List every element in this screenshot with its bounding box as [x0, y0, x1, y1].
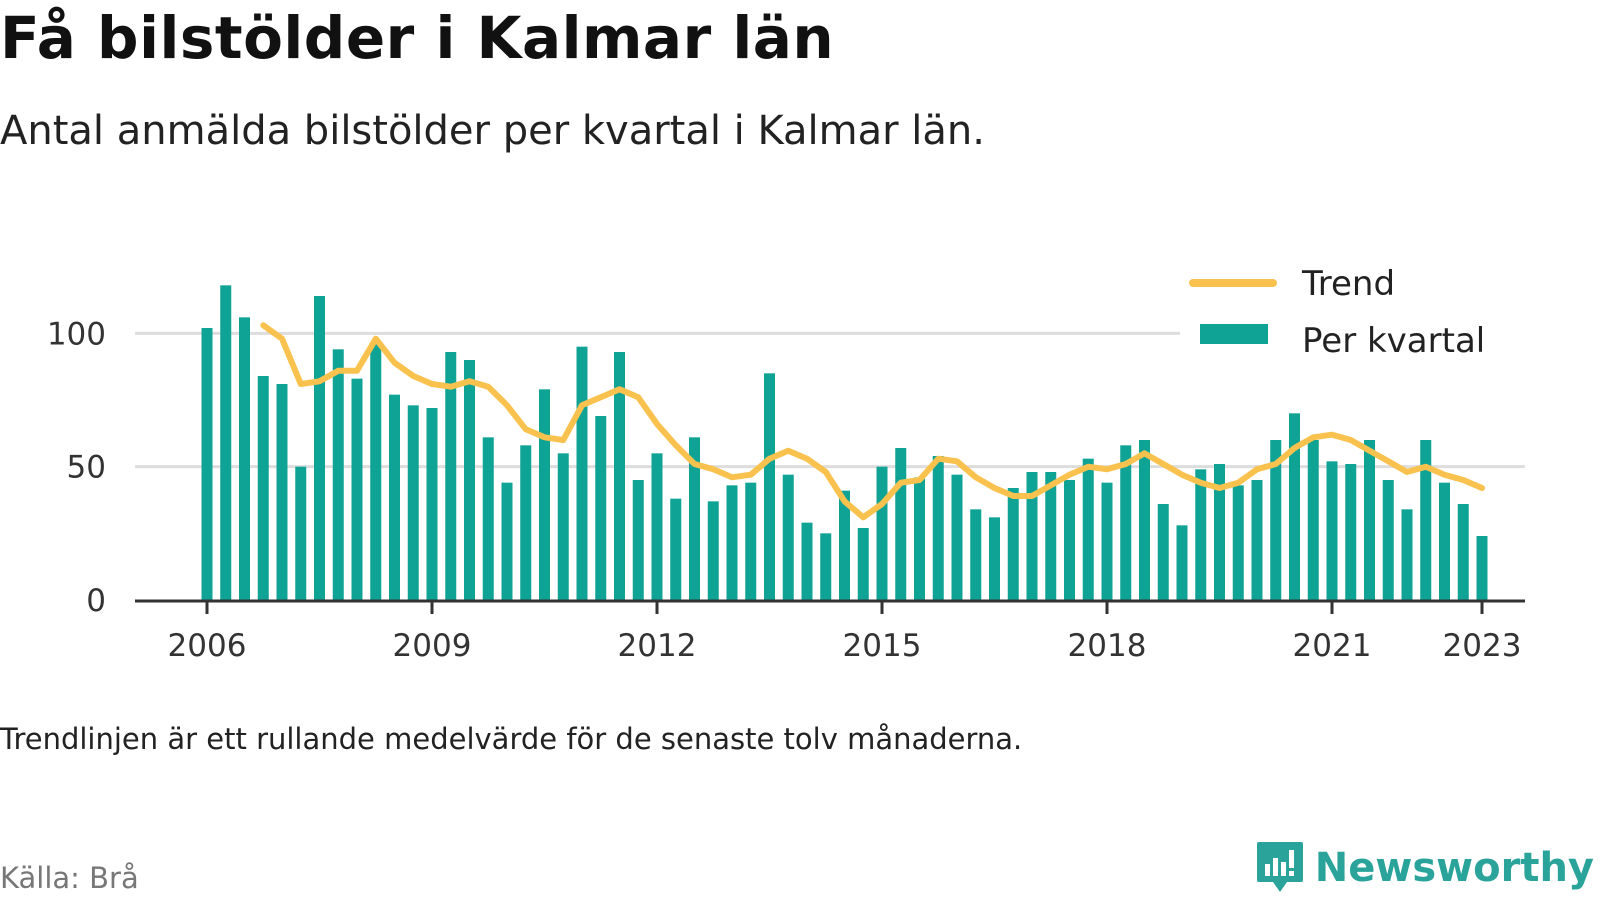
bar	[201, 328, 213, 600]
bar	[1064, 480, 1075, 600]
bar	[351, 378, 363, 600]
bar	[1401, 509, 1413, 600]
bar	[1307, 440, 1319, 600]
x-tick-label: 2012	[618, 628, 697, 664]
chart-note: Trendlinjen är ett rullande medelvärde f…	[0, 722, 1023, 756]
bar	[1157, 504, 1169, 600]
bar	[876, 466, 888, 600]
bar	[726, 485, 738, 600]
chart-title: Få bilstölder i Kalmar län	[0, 4, 835, 72]
bar	[445, 352, 457, 600]
bar	[914, 477, 925, 600]
bar	[464, 360, 475, 600]
bar	[782, 474, 794, 600]
bar	[482, 437, 494, 600]
bar	[614, 352, 625, 600]
bar	[332, 349, 344, 600]
bar	[1007, 488, 1019, 600]
bar	[1326, 461, 1338, 600]
bar	[970, 509, 982, 600]
bar	[370, 344, 382, 600]
bar	[1026, 472, 1038, 600]
bar	[1232, 485, 1244, 600]
legend: Trend Per kvartal	[1180, 262, 1550, 372]
legend-bar-label: Per kvartal	[1302, 321, 1485, 361]
x-tick-label: 2009	[393, 628, 472, 664]
bar	[1345, 464, 1357, 600]
bar	[576, 346, 588, 600]
bar	[595, 416, 607, 600]
trend-line	[260, 322, 1485, 521]
bar	[1289, 413, 1300, 600]
bar-series	[201, 285, 1488, 600]
bar	[764, 373, 775, 600]
bar	[426, 408, 438, 600]
bar	[276, 384, 288, 600]
bar	[632, 480, 644, 600]
legend-trend-label: Trend	[1301, 264, 1395, 304]
bar	[1120, 445, 1132, 600]
bar	[1382, 480, 1394, 600]
brand-name: Newsworthy	[1314, 845, 1594, 891]
bar	[1439, 482, 1450, 600]
bar	[1045, 472, 1057, 600]
bar	[1082, 458, 1094, 600]
x-tick-label: 2018	[1068, 628, 1147, 664]
bar	[707, 501, 719, 600]
x-tick-label: 2023	[1443, 628, 1522, 664]
bar	[501, 482, 513, 600]
bar	[670, 498, 682, 600]
bar	[745, 482, 757, 600]
bar	[1139, 440, 1150, 600]
bar-chart-speech-bubble-icon	[1256, 842, 1303, 892]
x-tick-label: 2006	[168, 628, 247, 664]
bar	[689, 437, 700, 600]
bar	[239, 317, 250, 600]
bar	[314, 296, 325, 600]
bar	[857, 528, 869, 600]
bar	[539, 389, 550, 600]
bar	[820, 533, 832, 600]
y-tick-label: 50	[67, 450, 106, 486]
bar	[951, 474, 963, 600]
y-axis-ticks: 0 50 100	[47, 316, 106, 619]
brand-logo: Newsworthy	[1255, 840, 1594, 896]
chart-subtitle: Antal anmälda bilstölder per kvartal i K…	[0, 108, 985, 154]
y-tick-label: 0	[86, 583, 106, 619]
bar	[220, 285, 232, 600]
bar	[651, 453, 663, 600]
bar	[407, 405, 419, 600]
x-tick-label: 2015	[843, 628, 922, 664]
bar	[257, 376, 269, 600]
bar	[520, 445, 532, 600]
bar	[1420, 440, 1432, 600]
bar	[295, 466, 307, 600]
chart: 2006 2009 2012 2015 2018 2021 2023 0 50 100 Tren…	[46, 262, 1550, 664]
bar	[389, 394, 400, 600]
bar	[1364, 440, 1375, 600]
bar	[1176, 525, 1188, 600]
bar	[1270, 440, 1282, 600]
bar	[1476, 536, 1488, 600]
bar	[1195, 469, 1207, 600]
bar	[895, 448, 907, 600]
x-tick-label: 2021	[1293, 628, 1372, 664]
bar	[1251, 480, 1263, 600]
bar	[1457, 504, 1469, 600]
x-axis-ticks: 2006 2009 2012 2015 2018 2021 2023	[168, 601, 1522, 664]
legend-bar-swatch	[1200, 324, 1268, 344]
bar	[932, 456, 944, 600]
bar	[557, 453, 569, 600]
source-label: Källa: Brå	[0, 861, 139, 895]
bar	[989, 517, 1000, 600]
bar	[839, 490, 850, 600]
bar	[1214, 464, 1225, 600]
y-tick-label: 100	[47, 316, 106, 352]
bar	[1101, 482, 1113, 600]
bar	[801, 522, 813, 600]
